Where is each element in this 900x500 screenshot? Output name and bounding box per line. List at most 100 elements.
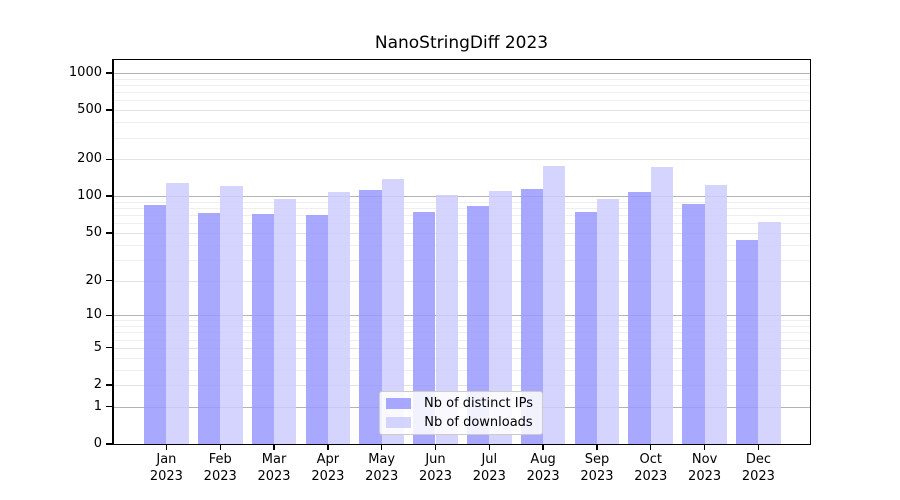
y-tick-20	[106, 279, 112, 282]
bar-downloads-feb	[220, 186, 243, 444]
x-tick-label-feb: Feb 2023	[203, 452, 237, 484]
legend-swatch-downloads	[386, 417, 411, 428]
x-tick-label-may: May 2023	[365, 452, 399, 484]
legend-item-distinct-ips: Nb of distinct IPs	[380, 396, 542, 411]
y-tick-1000	[106, 72, 112, 74]
bar-distinct-ips-jul	[467, 206, 490, 444]
y-tick-label-500: 500	[77, 102, 102, 118]
x-tick-jun	[434, 445, 437, 450]
x-tick-label-nov: Nov 2023	[688, 452, 722, 484]
bar-distinct-ips-oct	[628, 192, 651, 444]
bar-downloads-may	[381, 179, 404, 444]
x-tick-aug	[542, 445, 544, 450]
bar-downloads-apr	[327, 192, 351, 444]
gridline-minor-8	[113, 326, 810, 327]
bar-distinct-ips-apr	[305, 215, 328, 444]
axis-spine-left	[112, 58, 114, 445]
y-tick-10	[106, 314, 112, 316]
axis-spine-top	[112, 58, 811, 61]
bar-downloads-aug	[543, 166, 566, 444]
x-tick-may	[380, 445, 383, 450]
y-tick-label-1000: 1000	[68, 64, 102, 80]
gridline-1000	[113, 72, 810, 74]
gridline-200	[113, 159, 810, 161]
gridline-minor-3	[113, 369, 810, 371]
y-tick-5	[106, 347, 112, 349]
x-tick-mar	[273, 445, 275, 450]
bar-distinct-ips-aug	[520, 188, 544, 444]
y-tick-100	[106, 195, 112, 197]
x-tick-label-jul: Jul 2023	[472, 452, 506, 484]
gridline-minor-40	[113, 244, 810, 246]
x-tick-label-aug: Aug 2023	[526, 452, 560, 484]
x-tick-label-apr: Apr 2023	[311, 452, 345, 484]
x-tick-feb	[219, 445, 221, 450]
bar-distinct-ips-dec	[736, 239, 759, 444]
bar-downloads-dec	[758, 221, 781, 444]
y-tick-label-2: 2	[93, 377, 102, 392]
bar-downloads-mar	[274, 198, 297, 444]
axis-spine-right	[809, 58, 812, 445]
bar-distinct-ips-jun	[413, 212, 436, 444]
gridline-10	[113, 315, 810, 317]
gridline-minor-60	[113, 223, 810, 225]
x-tick-label-jun: Jun 2023	[418, 452, 453, 484]
bar-downloads-oct	[650, 166, 674, 444]
legend-label-downloads: Nb of downloads	[424, 415, 533, 430]
y-tick-500	[106, 109, 112, 111]
y-tick-label-100: 100	[77, 188, 102, 204]
x-tick-jul	[488, 445, 490, 450]
y-tick-2	[106, 384, 112, 386]
bar-downloads-jun	[435, 194, 458, 444]
x-tick-label-sep: Sep 2023	[580, 452, 614, 484]
gridline-minor-300	[113, 137, 810, 139]
y-tick-label-10: 10	[85, 307, 102, 323]
x-tick-label-jan: Jan 2023	[149, 452, 183, 484]
bar-distinct-ips-may	[359, 190, 382, 444]
gridline-500	[113, 110, 810, 112]
x-tick-nov	[703, 445, 706, 450]
y-tick-50	[106, 232, 112, 234]
legend-label-distinct-ips: Nb of distinct IPs	[424, 396, 533, 411]
legend-swatch-distinct-ips	[386, 398, 411, 409]
x-tick-apr	[327, 445, 329, 450]
bar-distinct-ips-mar	[251, 213, 275, 444]
gridline-minor-90	[113, 201, 810, 203]
gridline-minor-70	[113, 215, 810, 217]
y-tick-label-5: 5	[93, 339, 102, 355]
x-tick-jan	[165, 445, 168, 450]
gridline-5	[113, 347, 810, 349]
x-tick-oct	[650, 445, 652, 450]
x-tick-dec	[757, 445, 760, 450]
gridline-minor-900	[113, 78, 810, 80]
gridline-minor-800	[113, 84, 810, 86]
gridline-minor-4	[113, 357, 810, 359]
gridline-minor-700	[113, 92, 810, 94]
chart-title: NanoStringDiff 2023	[374, 33, 549, 53]
bar-downloads-nov	[704, 185, 727, 444]
y-tick-label-0: 0	[93, 436, 102, 451]
gridline-minor-30	[113, 259, 810, 261]
gridline-minor-6	[113, 339, 810, 341]
bar-downloads-jul	[489, 191, 512, 444]
y-tick-label-20: 20	[85, 272, 102, 288]
y-tick-1	[106, 406, 112, 408]
bar-downloads-jan	[166, 183, 189, 444]
gridline-20	[113, 280, 810, 282]
bar-distinct-ips-nov	[682, 203, 705, 444]
gridline-minor-80	[113, 208, 810, 210]
y-tick-200	[106, 158, 112, 160]
bar-downloads-sep	[596, 198, 620, 444]
gridline-50	[113, 232, 810, 234]
x-tick-label-dec: Dec 2023	[741, 452, 775, 484]
bar-distinct-ips-jan	[144, 204, 167, 444]
chart-legend: Nb of distinct IPs Nb of downloads	[379, 391, 543, 435]
y-tick-0	[106, 443, 112, 445]
gridline-2	[113, 385, 810, 386]
y-tick-label-200: 200	[77, 151, 102, 167]
bar-distinct-ips-sep	[574, 212, 597, 444]
y-tick-label-50: 50	[85, 224, 102, 240]
legend-item-downloads: Nb of downloads	[380, 415, 542, 430]
gridline-100	[113, 196, 810, 198]
